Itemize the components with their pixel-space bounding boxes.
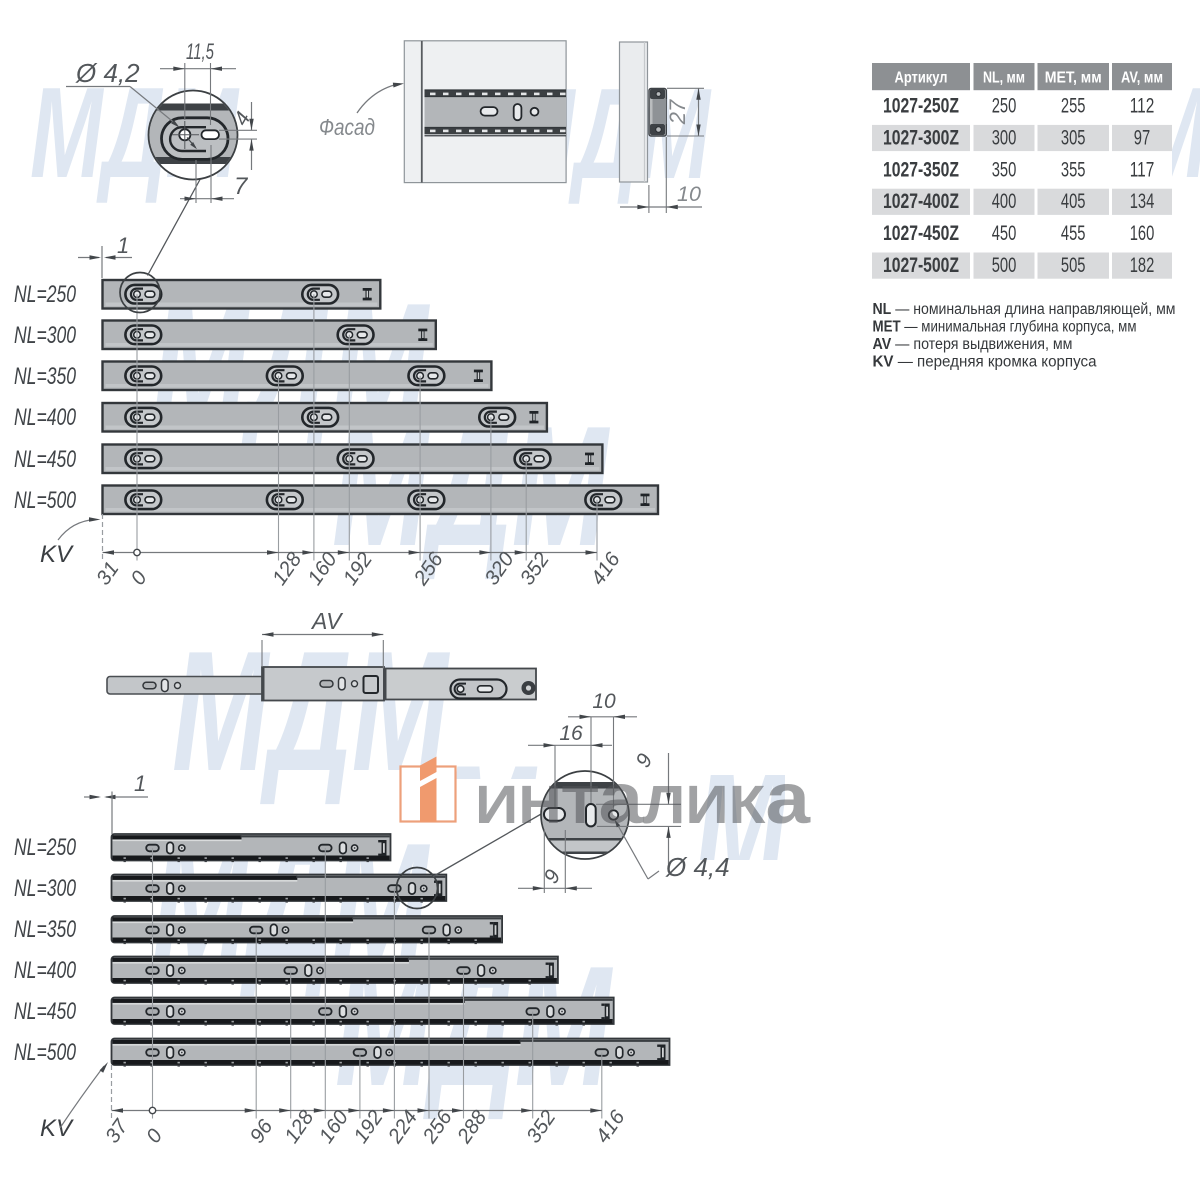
svg-text:400: 400 [992, 190, 1017, 213]
svg-text:450: 450 [992, 222, 1017, 245]
svg-text:MET, мм: MET, мм [1045, 70, 1102, 87]
svg-text:305: 305 [1061, 126, 1086, 149]
svg-text:355: 355 [1061, 158, 1086, 181]
svg-text:NL=400: NL=400 [14, 404, 76, 431]
svg-text:1027-350Z: 1027-350Z [883, 158, 959, 181]
svg-text:NL=450: NL=450 [14, 998, 76, 1025]
svg-text:11,5: 11,5 [186, 39, 215, 64]
svg-text:NL, мм: NL, мм [983, 70, 1025, 87]
svg-text:117: 117 [1130, 158, 1155, 181]
svg-text:160: 160 [1130, 222, 1155, 245]
svg-text:10: 10 [592, 690, 616, 713]
svg-text:AV, мм: AV, мм [1121, 70, 1163, 87]
svg-text:350: 350 [992, 158, 1017, 181]
svg-text:1027-300Z: 1027-300Z [883, 126, 959, 149]
svg-text:KV — передняя кромка корпуса: KV — передняя кромка корпуса [873, 354, 1097, 371]
svg-text:NL=350: NL=350 [14, 916, 76, 943]
svg-text:AV — потеря выдвижения, мм: AV — потеря выдвижения, мм [873, 336, 1073, 353]
svg-text:NL=400: NL=400 [14, 957, 76, 984]
svg-text:Ø 4,4: Ø 4,4 [665, 852, 730, 882]
svg-text:1027-400Z: 1027-400Z [883, 190, 959, 213]
svg-text:27: 27 [665, 99, 690, 125]
svg-text:1: 1 [134, 771, 146, 796]
svg-text:1027-500Z: 1027-500Z [883, 254, 959, 277]
svg-text:112: 112 [1130, 95, 1155, 118]
svg-text:505: 505 [1061, 254, 1086, 277]
svg-text:NL=500: NL=500 [14, 487, 76, 514]
svg-text:NL=500: NL=500 [14, 1039, 76, 1066]
svg-text:1027-250Z: 1027-250Z [883, 95, 959, 118]
svg-text:KV: KV [40, 1115, 74, 1142]
svg-text:1: 1 [117, 233, 129, 258]
svg-text:NL=250: NL=250 [14, 834, 76, 861]
svg-text:7: 7 [234, 173, 249, 200]
svg-text:МД: МД [440, 731, 618, 915]
svg-text:16: 16 [559, 722, 583, 745]
svg-text:405: 405 [1061, 190, 1086, 213]
svg-text:МДМ: МДМ [172, 616, 450, 807]
svg-text:NL — номинальная длина направл: NL — номинальная длина направляющей, мм [873, 301, 1176, 318]
svg-text:Артикул: Артикул [895, 70, 948, 87]
svg-text:Фасад: Фасад [319, 114, 375, 140]
svg-text:NL=300: NL=300 [14, 875, 76, 902]
svg-text:NL=350: NL=350 [14, 363, 76, 390]
svg-text:134: 134 [1130, 190, 1155, 213]
svg-text:NL=250: NL=250 [14, 281, 76, 308]
svg-text:455: 455 [1061, 222, 1086, 245]
svg-text:250: 250 [992, 95, 1017, 118]
svg-text:NL=300: NL=300 [14, 322, 76, 349]
svg-text:500: 500 [992, 254, 1017, 277]
svg-text:AV: AV [310, 608, 344, 634]
svg-text:1027-450Z: 1027-450Z [883, 222, 959, 245]
svg-text:KV: KV [40, 541, 74, 568]
svg-text:Ø 4,2: Ø 4,2 [75, 58, 140, 88]
svg-text:182: 182 [1130, 254, 1155, 277]
svg-text:MET — минимальная глубина корп: MET — минимальная глубина корпуса, мм [873, 319, 1137, 336]
svg-text:255: 255 [1061, 95, 1086, 118]
svg-text:97: 97 [1134, 126, 1150, 149]
svg-text:NL=450: NL=450 [14, 446, 76, 473]
svg-text:300: 300 [992, 126, 1017, 149]
svg-text:М: М [695, 731, 789, 922]
svg-text:10: 10 [677, 182, 701, 206]
